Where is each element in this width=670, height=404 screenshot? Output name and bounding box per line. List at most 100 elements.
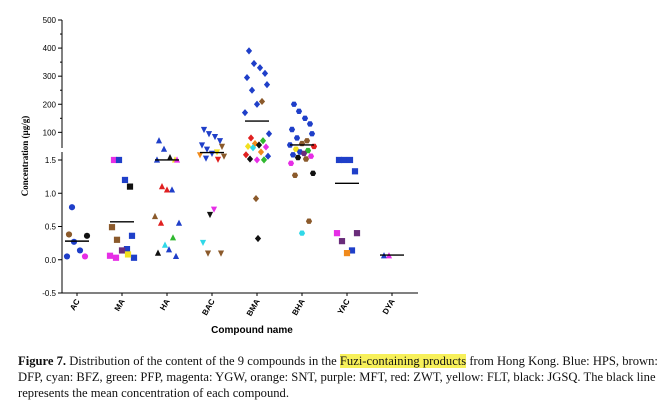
figure-number: Figure 7.: [18, 354, 67, 368]
y-axis-title: Concentration (µg/g): [20, 116, 30, 196]
data-point-ac: [68, 204, 76, 211]
data-point-bma: [262, 143, 270, 151]
data-point-bma: [241, 109, 249, 117]
x-tick-label-bha: BHA: [290, 297, 307, 317]
data-point-bma: [259, 137, 267, 145]
data-point-ha: [158, 183, 166, 190]
data-point-ac: [83, 232, 91, 239]
data-point-bac: [210, 206, 218, 213]
data-point-ma: [112, 254, 120, 261]
data-point-bha: [290, 101, 298, 107]
data-point-bha: [293, 135, 301, 141]
data-point-ma: [128, 232, 136, 239]
data-point-ha: [155, 137, 163, 144]
data-point-yac: [351, 168, 359, 175]
data-point-bha: [289, 152, 297, 158]
data-point-ma: [123, 246, 131, 253]
data-point-ha: [160, 145, 168, 152]
data-point-ha: [163, 186, 171, 193]
data-point-ma: [126, 183, 134, 190]
data-point-yac: [340, 156, 348, 164]
x-tick-label-bac: BAC: [200, 297, 217, 317]
y-tick-label: 0.5: [45, 223, 57, 232]
data-point-bma: [264, 152, 272, 160]
data-point-ha: [154, 249, 162, 256]
x-tick-label-ac: AC: [68, 297, 82, 312]
data-point-ma: [124, 251, 132, 258]
data-point-bma: [258, 97, 266, 106]
data-point-ha: [166, 154, 174, 161]
data-point-bma: [249, 144, 257, 152]
data-point-ma: [110, 156, 118, 164]
data-point-bma: [253, 100, 261, 108]
data-point-bac: [214, 156, 222, 163]
data-point-ma: [115, 156, 123, 164]
data-point-bha: [305, 218, 313, 224]
data-point-ha: [175, 219, 183, 226]
data-point-bha: [300, 150, 308, 157]
data-point-bha: [288, 126, 296, 133]
data-point-bma: [250, 59, 258, 68]
data-point-yac: [333, 230, 341, 237]
data-point-ac: [76, 247, 84, 254]
data-point-bha: [298, 230, 306, 236]
data-point-ma: [106, 252, 114, 259]
chart-marks: [63, 47, 404, 261]
y-tick-label: 1.0: [45, 189, 57, 198]
data-point-bha: [304, 147, 312, 154]
x-tick-label-dya: DYA: [381, 297, 397, 316]
data-point-ha: [151, 212, 159, 220]
data-point-yac: [348, 247, 356, 254]
data-point-ma: [121, 176, 129, 184]
data-point-bac: [205, 131, 213, 138]
x-axis-title: Compound name: [211, 325, 293, 336]
data-point-bac: [218, 143, 226, 150]
data-point-bma: [255, 141, 263, 149]
data-point-bac: [198, 142, 206, 149]
caption-text-end: from Hong Kong. Blue: HPS, brown: DFP, c…: [18, 354, 658, 400]
data-point-bac: [200, 126, 208, 134]
data-point-bma: [247, 134, 255, 142]
data-point-bma: [261, 69, 269, 77]
data-point-ha: [165, 246, 173, 253]
y-tick-label: 100: [43, 128, 57, 137]
data-point-ha: [157, 219, 165, 226]
data-point-bha: [294, 154, 302, 161]
data-point-bac: [211, 133, 219, 141]
data-point-bha: [309, 170, 317, 176]
data-point-bma: [260, 156, 268, 164]
data-point-bma: [245, 47, 253, 55]
data-point-bha: [295, 108, 303, 114]
y-tick-label: 500: [43, 16, 57, 25]
chart-axes: -0.5 0.0 0.5 1.0 1.5 100 200 300 400 500 AC MA HA BAC…: [42, 16, 418, 318]
data-point-bha: [308, 131, 316, 137]
y-tick-label: 0.0: [45, 256, 57, 265]
figure-caption: Figure 7. Distribution of the content of…: [18, 353, 666, 401]
data-point-ha: [172, 252, 180, 260]
data-point-bha: [302, 156, 310, 162]
data-point-yac: [335, 156, 343, 164]
data-point-bac: [216, 138, 224, 145]
x-tick-label-ha: HA: [158, 297, 172, 312]
data-point-bha: [307, 153, 315, 159]
data-point-yac: [353, 230, 361, 237]
data-point-ha: [169, 234, 177, 241]
data-point-bha: [292, 146, 300, 152]
data-point-bma: [254, 234, 262, 243]
data-point-bma: [252, 194, 260, 203]
data-point-bma: [244, 142, 252, 150]
data-point-bha: [303, 138, 311, 144]
data-point-ma: [130, 254, 138, 261]
y-tick-label: 300: [43, 72, 57, 81]
data-point-bha: [287, 160, 295, 166]
data-point-bha: [301, 115, 309, 121]
data-point-bma: [263, 80, 271, 89]
scatter-chart: -0.5 0.0 0.5 1.0 1.5 100 200 300 400 500 AC MA HA BAC…: [20, 16, 418, 336]
data-point-bma: [246, 155, 254, 163]
data-point-bac: [208, 150, 216, 158]
data-point-ac: [65, 231, 73, 238]
data-point-bha: [306, 121, 314, 127]
data-point-ha: [168, 186, 176, 193]
y-tick-label: 400: [43, 44, 57, 53]
data-point-bma: [257, 148, 265, 156]
